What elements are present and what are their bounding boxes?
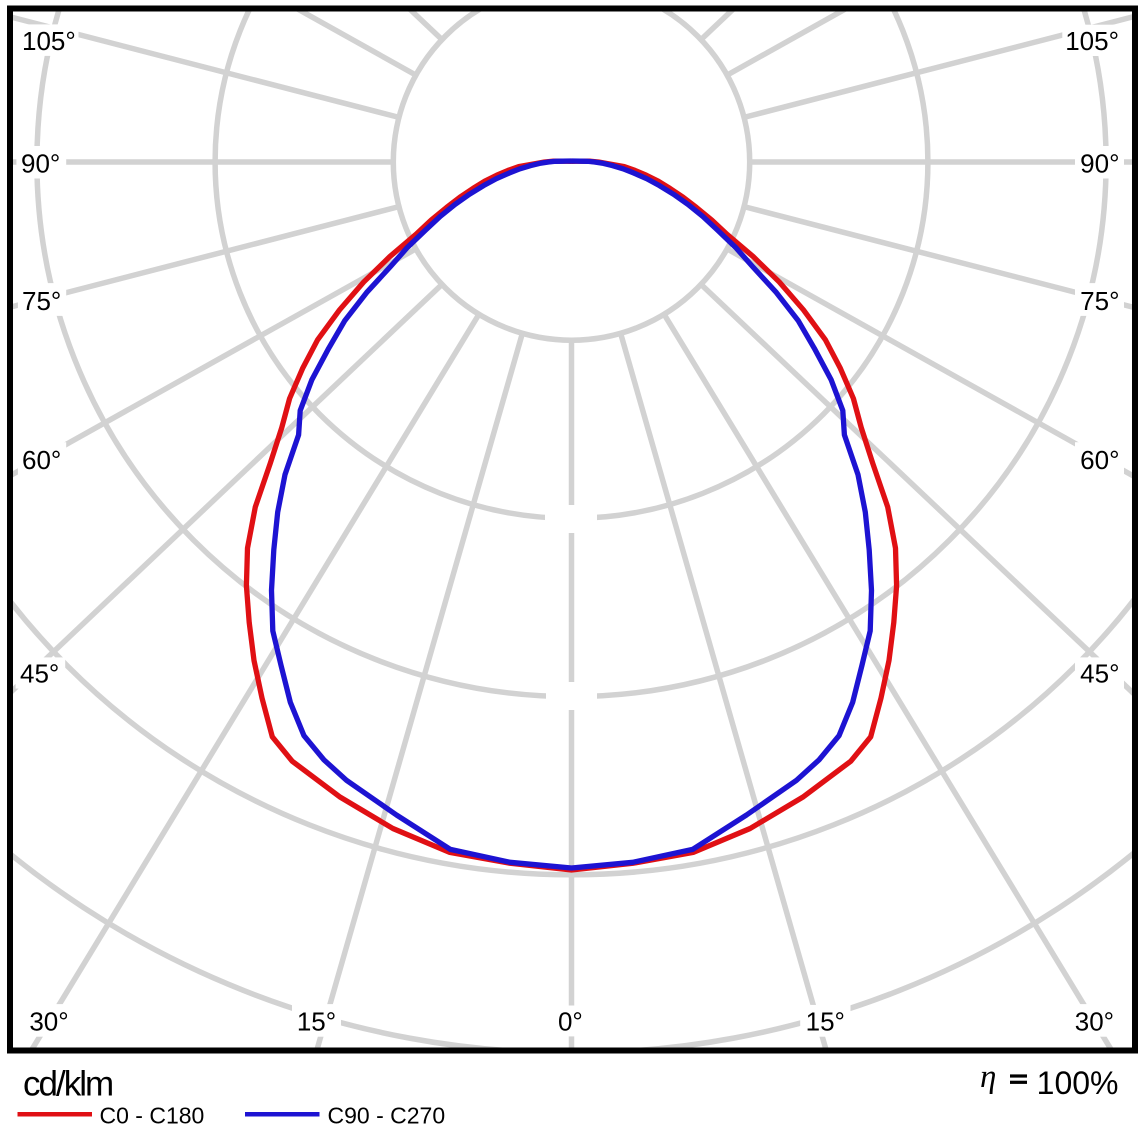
svg-text:30°: 30° bbox=[1075, 1007, 1114, 1037]
svg-text:C0 - C180: C0 - C180 bbox=[100, 1103, 205, 1129]
svg-text:45°: 45° bbox=[20, 659, 59, 689]
svg-text:cd/klm: cd/klm bbox=[23, 1064, 112, 1103]
svg-text:15°: 15° bbox=[297, 1007, 336, 1037]
svg-text:60°: 60° bbox=[22, 445, 61, 475]
svg-text:90°: 90° bbox=[1080, 149, 1119, 179]
svg-text:105°: 105° bbox=[22, 26, 76, 56]
svg-text:30°: 30° bbox=[29, 1007, 68, 1037]
svg-text:75°: 75° bbox=[22, 286, 61, 316]
svg-text:C90 - C270: C90 - C270 bbox=[328, 1103, 446, 1129]
svg-text:100%: 100% bbox=[1037, 1065, 1119, 1101]
svg-text:90°: 90° bbox=[21, 149, 60, 179]
svg-text:75°: 75° bbox=[1080, 286, 1119, 316]
svg-text:15°: 15° bbox=[806, 1007, 845, 1037]
svg-text:105°: 105° bbox=[1065, 26, 1119, 56]
svg-text:0°: 0° bbox=[558, 1007, 583, 1037]
svg-text:60°: 60° bbox=[1080, 445, 1119, 475]
svg-text:η: η bbox=[980, 1059, 996, 1095]
svg-text:45°: 45° bbox=[1080, 659, 1119, 689]
